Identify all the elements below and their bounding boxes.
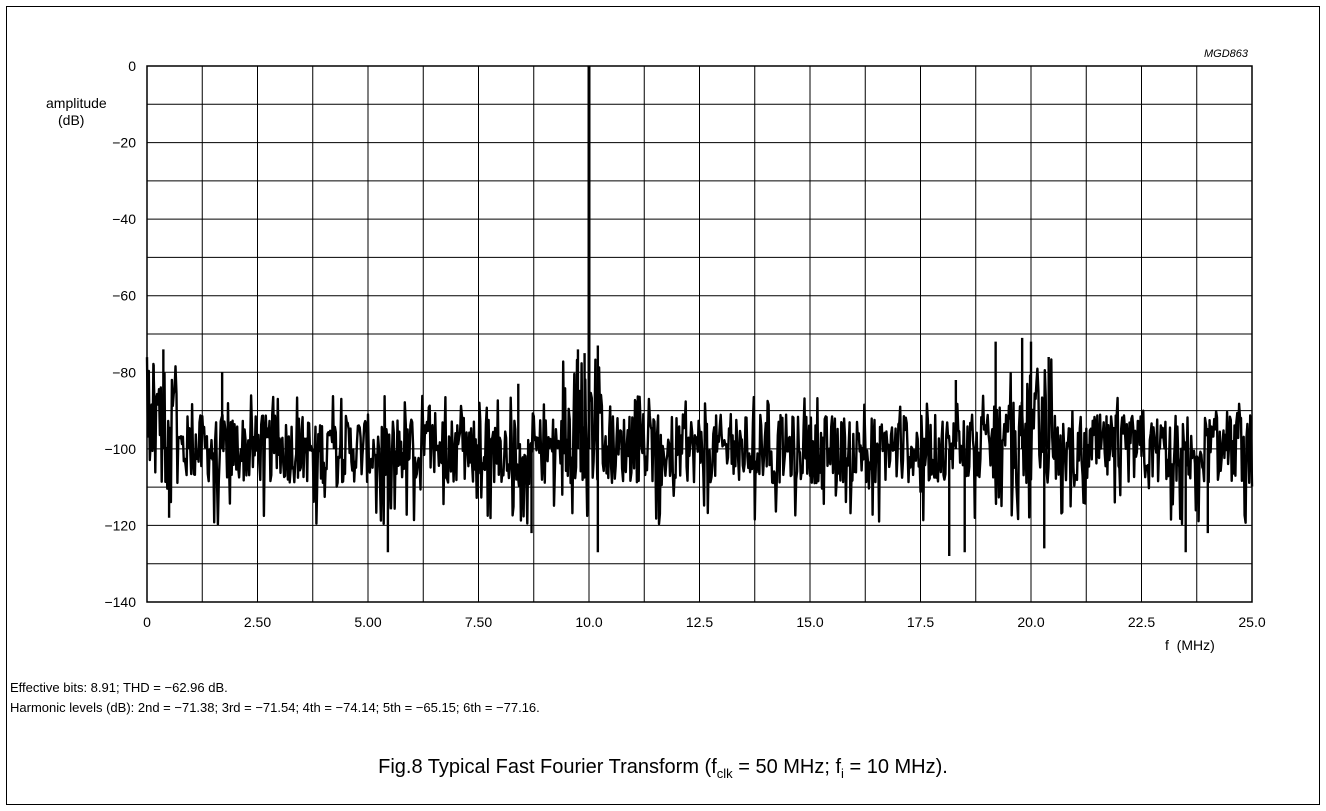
x-tick-label: 17.5	[907, 614, 934, 630]
y-tick-label: −140	[104, 594, 136, 610]
y-tick-label: −120	[104, 517, 136, 533]
figure-code: MGD863	[1204, 48, 1249, 60]
x-tick-label: 0	[143, 614, 151, 630]
y-tick-label: −60	[112, 288, 136, 304]
x-tick-labels: 0 2.50 5.00 7.50 10.0 12.5 15.0 17.5 20.0 22.5 25.…	[143, 614, 1266, 630]
x-tick-label: 15.0	[796, 614, 823, 630]
x-tick-label: 2.50	[244, 614, 271, 630]
y-tick-label: −80	[112, 364, 136, 380]
effective-bits-note: Effective bits: 8.91; THD = −62.96 dB.	[10, 680, 228, 695]
x-axis-label: f (MHz)	[1165, 637, 1215, 653]
x-tick-label: 10.0	[575, 614, 602, 630]
x-tick-label: 5.00	[354, 614, 381, 630]
y-axis-unit: (dB)	[58, 112, 84, 128]
x-tick-label: 12.5	[686, 614, 713, 630]
x-tick-label: 25.0	[1238, 614, 1265, 630]
y-tick-label: −40	[112, 211, 136, 227]
figure-frame	[6, 6, 1320, 805]
fft-trace	[145, 66, 1254, 557]
plot-border	[146, 65, 1253, 603]
y-tick-labels: 0 −20 −40 −60 −80 −100 −120 −140	[104, 58, 136, 610]
harmonic-levels-note: Harmonic levels (dB): 2nd = −71.38; 3rd …	[10, 700, 540, 715]
x-tick-label: 22.5	[1128, 614, 1155, 630]
y-tick-label: −100	[104, 441, 136, 457]
x-tick-label: 7.50	[465, 614, 492, 630]
figure-caption: Fig.8 Typical Fast Fourier Transform (fc…	[378, 756, 948, 781]
spectrum-trace	[145, 357, 1254, 526]
chart-grid	[146, 65, 1253, 603]
y-axis-label: amplitude	[46, 95, 107, 111]
x-tick-label: 20.0	[1017, 614, 1044, 630]
y-tick-label: −20	[112, 135, 136, 151]
y-tick-label: 0	[128, 58, 136, 74]
